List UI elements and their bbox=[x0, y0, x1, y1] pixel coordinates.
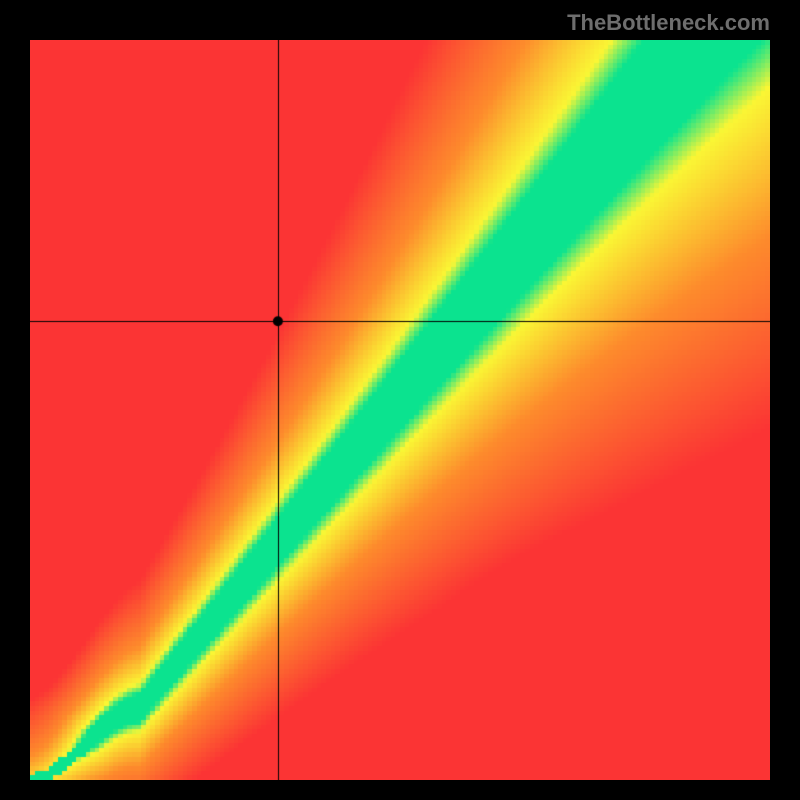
bottleneck-heatmap bbox=[30, 40, 770, 780]
watermark: TheBottleneck.com bbox=[567, 10, 770, 36]
